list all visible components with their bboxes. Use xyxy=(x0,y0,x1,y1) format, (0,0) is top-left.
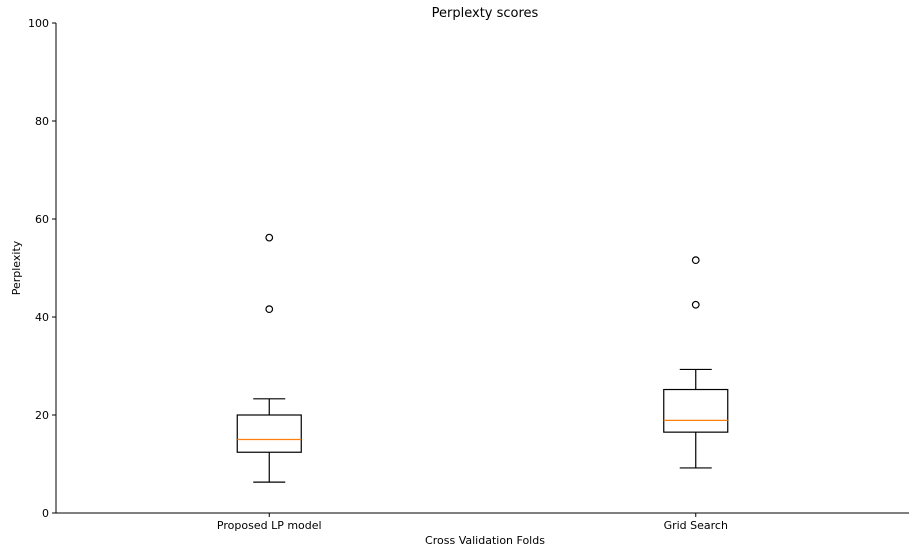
plot-area xyxy=(236,233,729,483)
y-tick-label: 0 xyxy=(42,507,49,520)
y-axis: 0 20 40 60 80 100 xyxy=(28,17,57,520)
outlier-point xyxy=(265,305,274,314)
chart-title: Perplexty scores xyxy=(432,6,539,21)
x-tick-label: Proposed LP model xyxy=(217,519,322,532)
x-tick-label: Grid Search xyxy=(664,519,728,532)
outlier-point xyxy=(265,233,274,242)
outlier-point xyxy=(691,300,700,309)
x-axis: Proposed LP model Grid Search xyxy=(56,512,909,532)
y-axis-title: Perplexity xyxy=(10,240,23,295)
box-iqr xyxy=(236,414,302,453)
y-tick-label: 60 xyxy=(35,213,49,226)
y-tick-label: 20 xyxy=(35,409,49,422)
y-tick-label: 80 xyxy=(35,115,49,128)
y-tick-label: 100 xyxy=(28,17,49,30)
x-axis-title: Cross Validation Folds xyxy=(425,534,545,547)
box-group xyxy=(663,256,729,469)
box-iqr xyxy=(663,388,729,433)
outlier-point xyxy=(691,256,700,265)
box-group xyxy=(236,233,302,483)
y-tick-label: 40 xyxy=(35,311,49,324)
